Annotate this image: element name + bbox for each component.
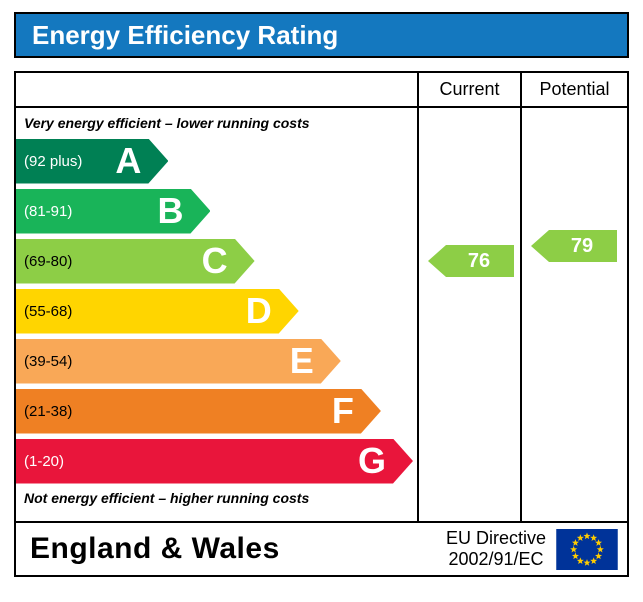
header-spacer [16,73,417,106]
band-row-A: (92 plus) A [16,136,417,186]
band-letter: E [289,340,314,381]
band-range-label: (39-54) [24,352,73,370]
band-range-label: (55-68) [24,302,73,320]
band-arrow-D: (55-68) D [16,289,299,334]
chart-body: Very energy efficient – lower running co… [16,108,627,521]
potential-score-arrow: 79 [531,230,617,262]
band-range-label: (81-91) [24,202,73,220]
band-letter: D [245,290,272,331]
band-row-E: (39-54) E [16,336,417,386]
bottom-note: Not energy efficient – higher running co… [24,490,310,506]
band-arrow-A: (92 plus) A [16,139,168,184]
region-label: England & Wales [30,532,280,565]
page-title-text: Energy Efficiency Rating [32,19,339,50]
rating-bands: (92 plus) A (81-91) B (69-80) C (55-68) D (39-54… [16,136,417,486]
band-range-label: (92 plus) [24,152,83,170]
band-row-F: (21-38) F [16,386,417,436]
eu-flag-icon [556,528,618,570]
column-header-row: Current Potential [16,73,627,108]
bands-column: Very energy efficient – lower running co… [16,108,417,521]
band-row-G: (1-20) G [16,436,417,486]
band-row-C: (69-80) C [16,236,417,286]
band-arrow-E: (39-54) E [16,339,341,384]
band-row-B: (81-91) B [16,186,417,236]
eu-directive-line2: 2002/91/EC [448,549,544,569]
potential-rating-cell: 79 [520,108,627,521]
current-rating-cell: 76 [417,108,520,521]
band-letter: A [115,140,142,181]
band-range-label: (1-20) [24,452,65,470]
band-range-label: (69-80) [24,252,73,270]
current-column-header: Current [417,73,520,106]
potential-column-header: Potential [520,73,627,106]
band-letter: F [331,390,354,431]
eu-directive-line1: EU Directive [445,528,546,549]
chart-footer: England & Wales EU Directive 2002/91/EC [16,521,627,575]
current-score-arrow: 76 [428,245,514,277]
band-arrow-C: (69-80) C [16,239,255,284]
energy-rating-chart: Current Potential Very energy efficient … [14,71,629,577]
page-title: Energy Efficiency Rating [14,12,629,58]
band-arrow-F: (21-38) F [16,389,381,434]
eu-directive-label: EU Directive 2002/91/EC [446,528,546,569]
top-note: Very energy efficient – lower running co… [24,115,310,131]
band-row-D: (55-68) D [16,286,417,336]
band-arrow-B: (81-91) B [16,189,210,234]
band-range-label: (21-38) [24,402,73,420]
band-letter: G [357,440,386,481]
band-arrow-G: (1-20) G [16,439,413,484]
band-letter: B [157,190,184,231]
band-letter: C [201,240,228,281]
